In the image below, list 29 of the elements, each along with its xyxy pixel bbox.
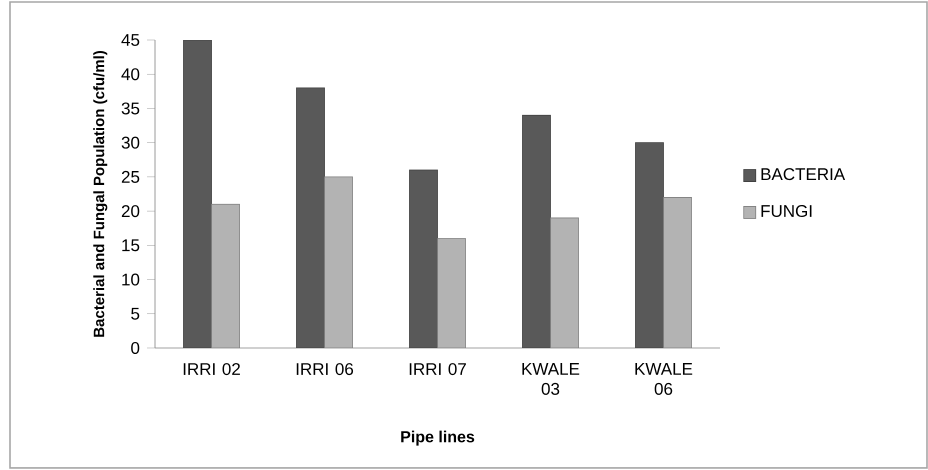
y-tick-label: 25 — [122, 170, 140, 183]
bar — [550, 218, 579, 348]
bar — [183, 40, 212, 348]
x-tick-label: KWALE 03 — [522, 363, 580, 395]
bar — [211, 204, 240, 348]
x-tick-label: KWALE 06 — [635, 363, 692, 395]
y-tick-label: 35 — [122, 102, 140, 114]
y-tick-label: 45 — [121, 34, 140, 46]
x-tick-label: IRRI 06 — [296, 363, 354, 376]
y-tick-label: 10 — [122, 274, 140, 286]
y-tick-label: 30 — [122, 136, 140, 149]
y-tick-label: 20 — [122, 205, 140, 218]
bar — [635, 142, 664, 348]
bar — [522, 114, 551, 348]
legend-label: BACTERIA — [762, 168, 846, 180]
y-tick-label: 0 — [131, 342, 140, 354]
bar — [663, 197, 692, 348]
y-tick-label: 15 — [122, 239, 140, 252]
x-tick-label: IRRI 07 — [410, 363, 466, 376]
y-tick-label: 40 — [121, 68, 140, 80]
bar — [437, 238, 466, 348]
bar — [324, 176, 353, 348]
bar — [409, 170, 438, 348]
x-axis-title: Pipe lines — [401, 430, 474, 446]
legend-label: FUNGI — [762, 205, 812, 218]
bar — [296, 88, 325, 348]
y-tick-label: 5 — [131, 308, 140, 320]
y-axis-title: Bacterial and Fungal Population (cfu/ml) — [93, 50, 108, 337]
x-tick-label: IRRI 02 — [184, 363, 240, 376]
